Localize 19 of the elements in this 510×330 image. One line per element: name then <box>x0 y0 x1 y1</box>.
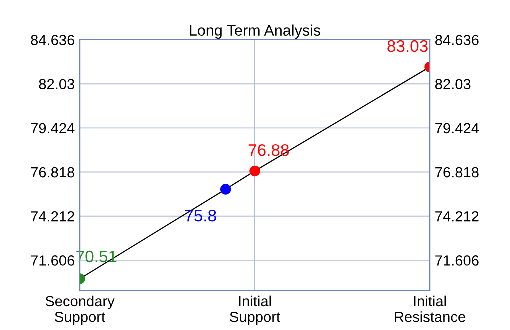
x-tick-label: Initial Support <box>230 296 280 326</box>
y-tick-label: 76.818 <box>31 167 75 178</box>
data-label: 76.88 <box>248 144 290 156</box>
y2-tick-label: 71.606 <box>436 256 479 266</box>
chart-title: Long Term Analysis <box>190 24 321 40</box>
data-label: 75.8 <box>185 210 216 222</box>
x-tick-label: Initial Resistance <box>395 296 466 322</box>
x-tick-label: Secondary Support <box>46 296 115 326</box>
y2-tick-label: 79.424 <box>436 123 480 134</box>
y2-tick-label: 82.03 <box>435 79 471 90</box>
data-label: 83.03 <box>388 40 428 52</box>
y2-tick-label: 76.818 <box>436 167 479 178</box>
y-tick-label: 74.212 <box>31 211 74 222</box>
y-tick-label: 82.03 <box>39 79 74 90</box>
y-tick-label: 79.424 <box>31 123 75 134</box>
y-tick-label: 71.606 <box>31 256 74 266</box>
y2-tick-label: 84.636 <box>435 35 479 46</box>
y-tick-label: 84.636 <box>31 35 74 46</box>
y2-tick-label: 74.212 <box>436 211 479 222</box>
